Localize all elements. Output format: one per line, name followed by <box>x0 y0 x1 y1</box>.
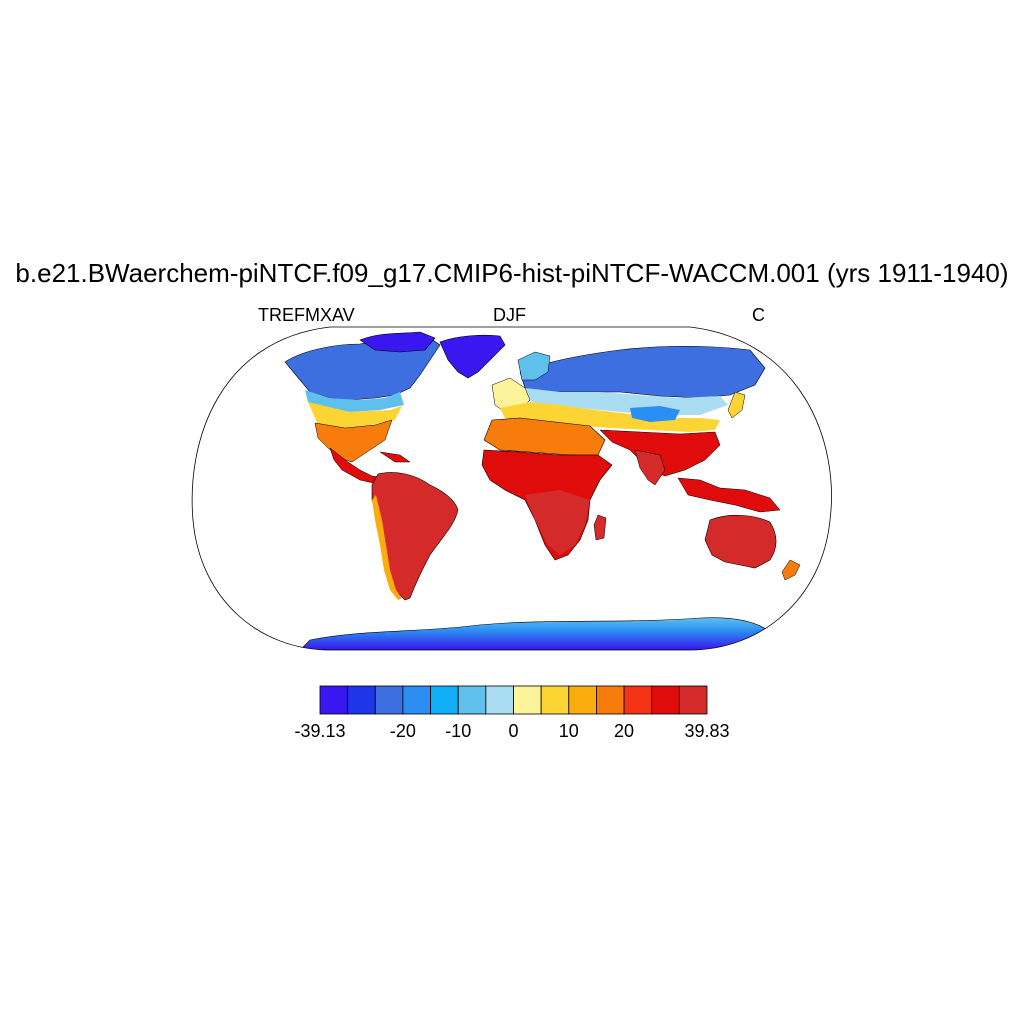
mediterranean-warm <box>500 402 720 432</box>
colorbar-box <box>457 685 487 715</box>
andes-cool-strip <box>372 495 402 600</box>
antarctica-region <box>299 617 791 650</box>
north-america-mild <box>308 402 402 428</box>
colorbar-label: -10 <box>445 721 471 741</box>
eurasia-mid-cool <box>525 388 728 415</box>
variable-label: TREFMXAV <box>258 305 355 325</box>
colorbar-box <box>402 685 431 715</box>
japan-region <box>727 391 746 419</box>
map-border <box>191 326 832 651</box>
new-zealand-region <box>781 559 801 581</box>
colorbar-box <box>485 685 514 715</box>
colorbar-box <box>513 685 542 715</box>
colorbar-box <box>568 685 597 715</box>
colorbar-box <box>430 685 459 715</box>
colorbar-box <box>319 685 349 715</box>
greenland-region <box>439 334 506 379</box>
himalaya-cold <box>630 406 680 422</box>
colorbar-label: 20 <box>614 721 634 741</box>
map-land-fill <box>284 331 801 650</box>
south-america-region <box>371 472 459 601</box>
australia-region <box>704 514 777 569</box>
plot-title: b.e21.BWaerchem-piNTCF.f09_g17.CMIP6-his… <box>15 258 1009 288</box>
colorbar-box <box>678 685 708 715</box>
colorbar-label: 10 <box>559 721 579 741</box>
colorbar-box <box>347 685 376 715</box>
north-america-arctic-islands <box>359 331 436 353</box>
india-region <box>634 449 666 486</box>
south-asia-hot <box>599 429 721 477</box>
colorbar-box <box>374 685 404 715</box>
colorbar-box <box>623 685 653 715</box>
colorbar-label: 0 <box>508 721 518 741</box>
north-america-cool <box>305 390 404 412</box>
caribbean-islands <box>379 451 411 463</box>
colorbar-label: 39.83 <box>684 721 729 741</box>
colorbar-box <box>596 685 625 715</box>
colorbar-box <box>540 685 570 715</box>
africa-south-hot <box>525 490 590 555</box>
madagascar-region <box>593 514 607 541</box>
colorbar-label: -39.13 <box>294 721 345 741</box>
units-label: C <box>752 305 765 325</box>
season-label: DJF <box>493 305 526 325</box>
colorbar-label: -20 <box>390 721 416 741</box>
maritime-continent-hot <box>677 477 781 513</box>
scandinavia-cool <box>517 351 551 381</box>
colorbar-box <box>651 685 680 715</box>
